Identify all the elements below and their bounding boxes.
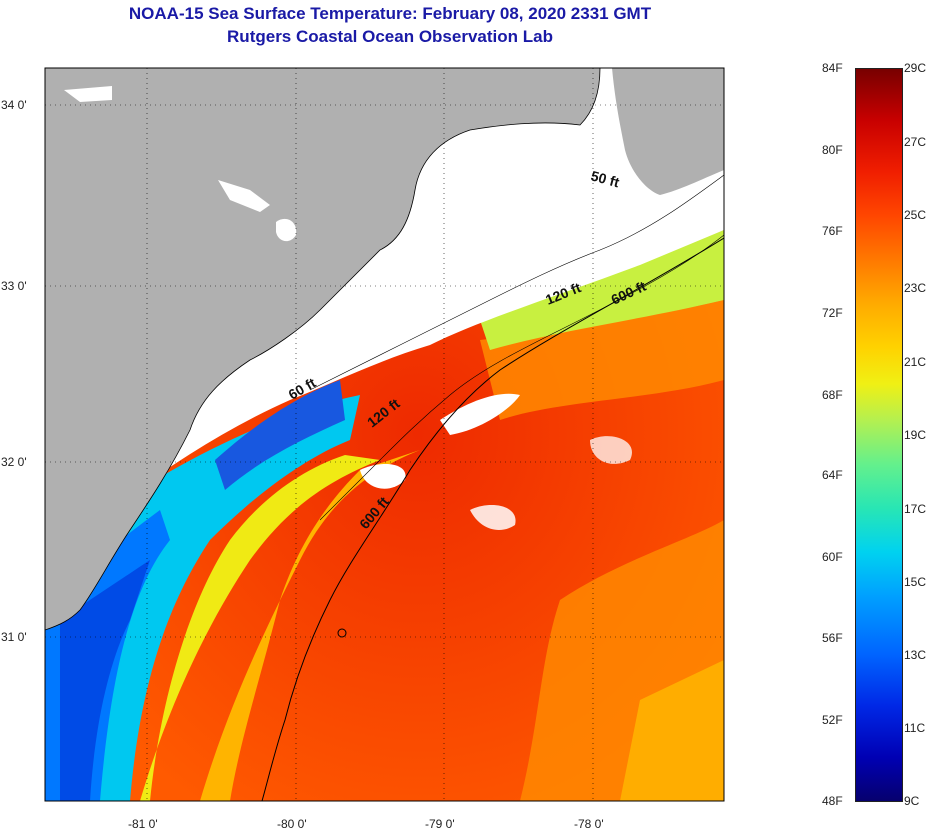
isobath-50ft [309,174,724,391]
isobath-600ft [261,237,724,801]
latitude-label: 34 0' [1,98,27,112]
colorbar-c-label: 19C [904,428,927,442]
cloud-patch [590,436,632,464]
isobath-120ft [319,234,724,521]
colorbar-f-label: 84F [822,61,843,75]
colorbar-c-label: 15C [904,575,927,589]
map-subtitle: Rutgers Coastal Ocean Observation Lab [227,27,553,46]
colorbar-c-label: 27C [904,135,927,149]
colorbar-c-label: 13C [904,648,927,662]
colorbar-c-label: 25C [904,208,927,222]
colorbar-f-label: 48F [822,794,843,808]
colorbar-f-label: 72F [822,306,843,320]
lake-patch [276,218,297,242]
latitude-label: 33 0' [1,279,27,293]
transition-band [200,450,420,801]
longitude-label: -79 0' [425,817,455,831]
latitude-label: 32 0' [1,455,27,469]
lake-patch [218,180,270,212]
longitude-label: -78 0' [574,817,604,831]
land-mass [45,68,600,630]
colorbar-f-label: 68F [822,388,843,402]
coldest-nearshore-water [60,560,150,801]
cloud-patch [470,505,516,530]
yellow-band [140,455,380,801]
cool-shelf-water [45,395,360,801]
colorbar-f-label: 52F [822,713,843,727]
station-marker [337,628,347,638]
colorbar-f-label: 76F [822,224,843,238]
orange-band [480,300,724,420]
colorbar-f-label: 80F [822,143,843,157]
colorbar-c-label: 21C [904,355,927,369]
colorbar-c-label: 29C [904,61,927,75]
map-frame [44,67,725,802]
cloud-cover [45,68,724,560]
map-title: NOAA-15 Sea Surface Temperature: Februar… [128,4,652,23]
yellow-southeast [620,660,724,801]
coastline [45,68,601,631]
colorbar-f-label: 64F [822,468,843,482]
yellow-green-band [480,230,724,350]
lake-patch [64,86,112,102]
cool-patch [215,380,345,490]
longitude-label: -81 0' [128,817,158,831]
colorbar-c-label: 23C [904,281,927,295]
colorbar-c-label: 11C [904,721,926,735]
temperature-colorbar [855,68,903,802]
land-mass [612,68,724,195]
colorbar-f-label: 56F [822,631,843,645]
latitude-label: 31 0' [1,630,27,644]
colorbar-f-label: 60F [822,550,843,564]
cloud-patch [360,464,406,489]
cloud-patch [440,393,520,435]
longitude-label: -80 0' [277,817,307,831]
colorbar-c-label: 17C [904,502,927,516]
depth-label: 50 ft [589,167,621,190]
colorbar-c-label: 9C [904,794,920,808]
graticule [45,68,724,801]
